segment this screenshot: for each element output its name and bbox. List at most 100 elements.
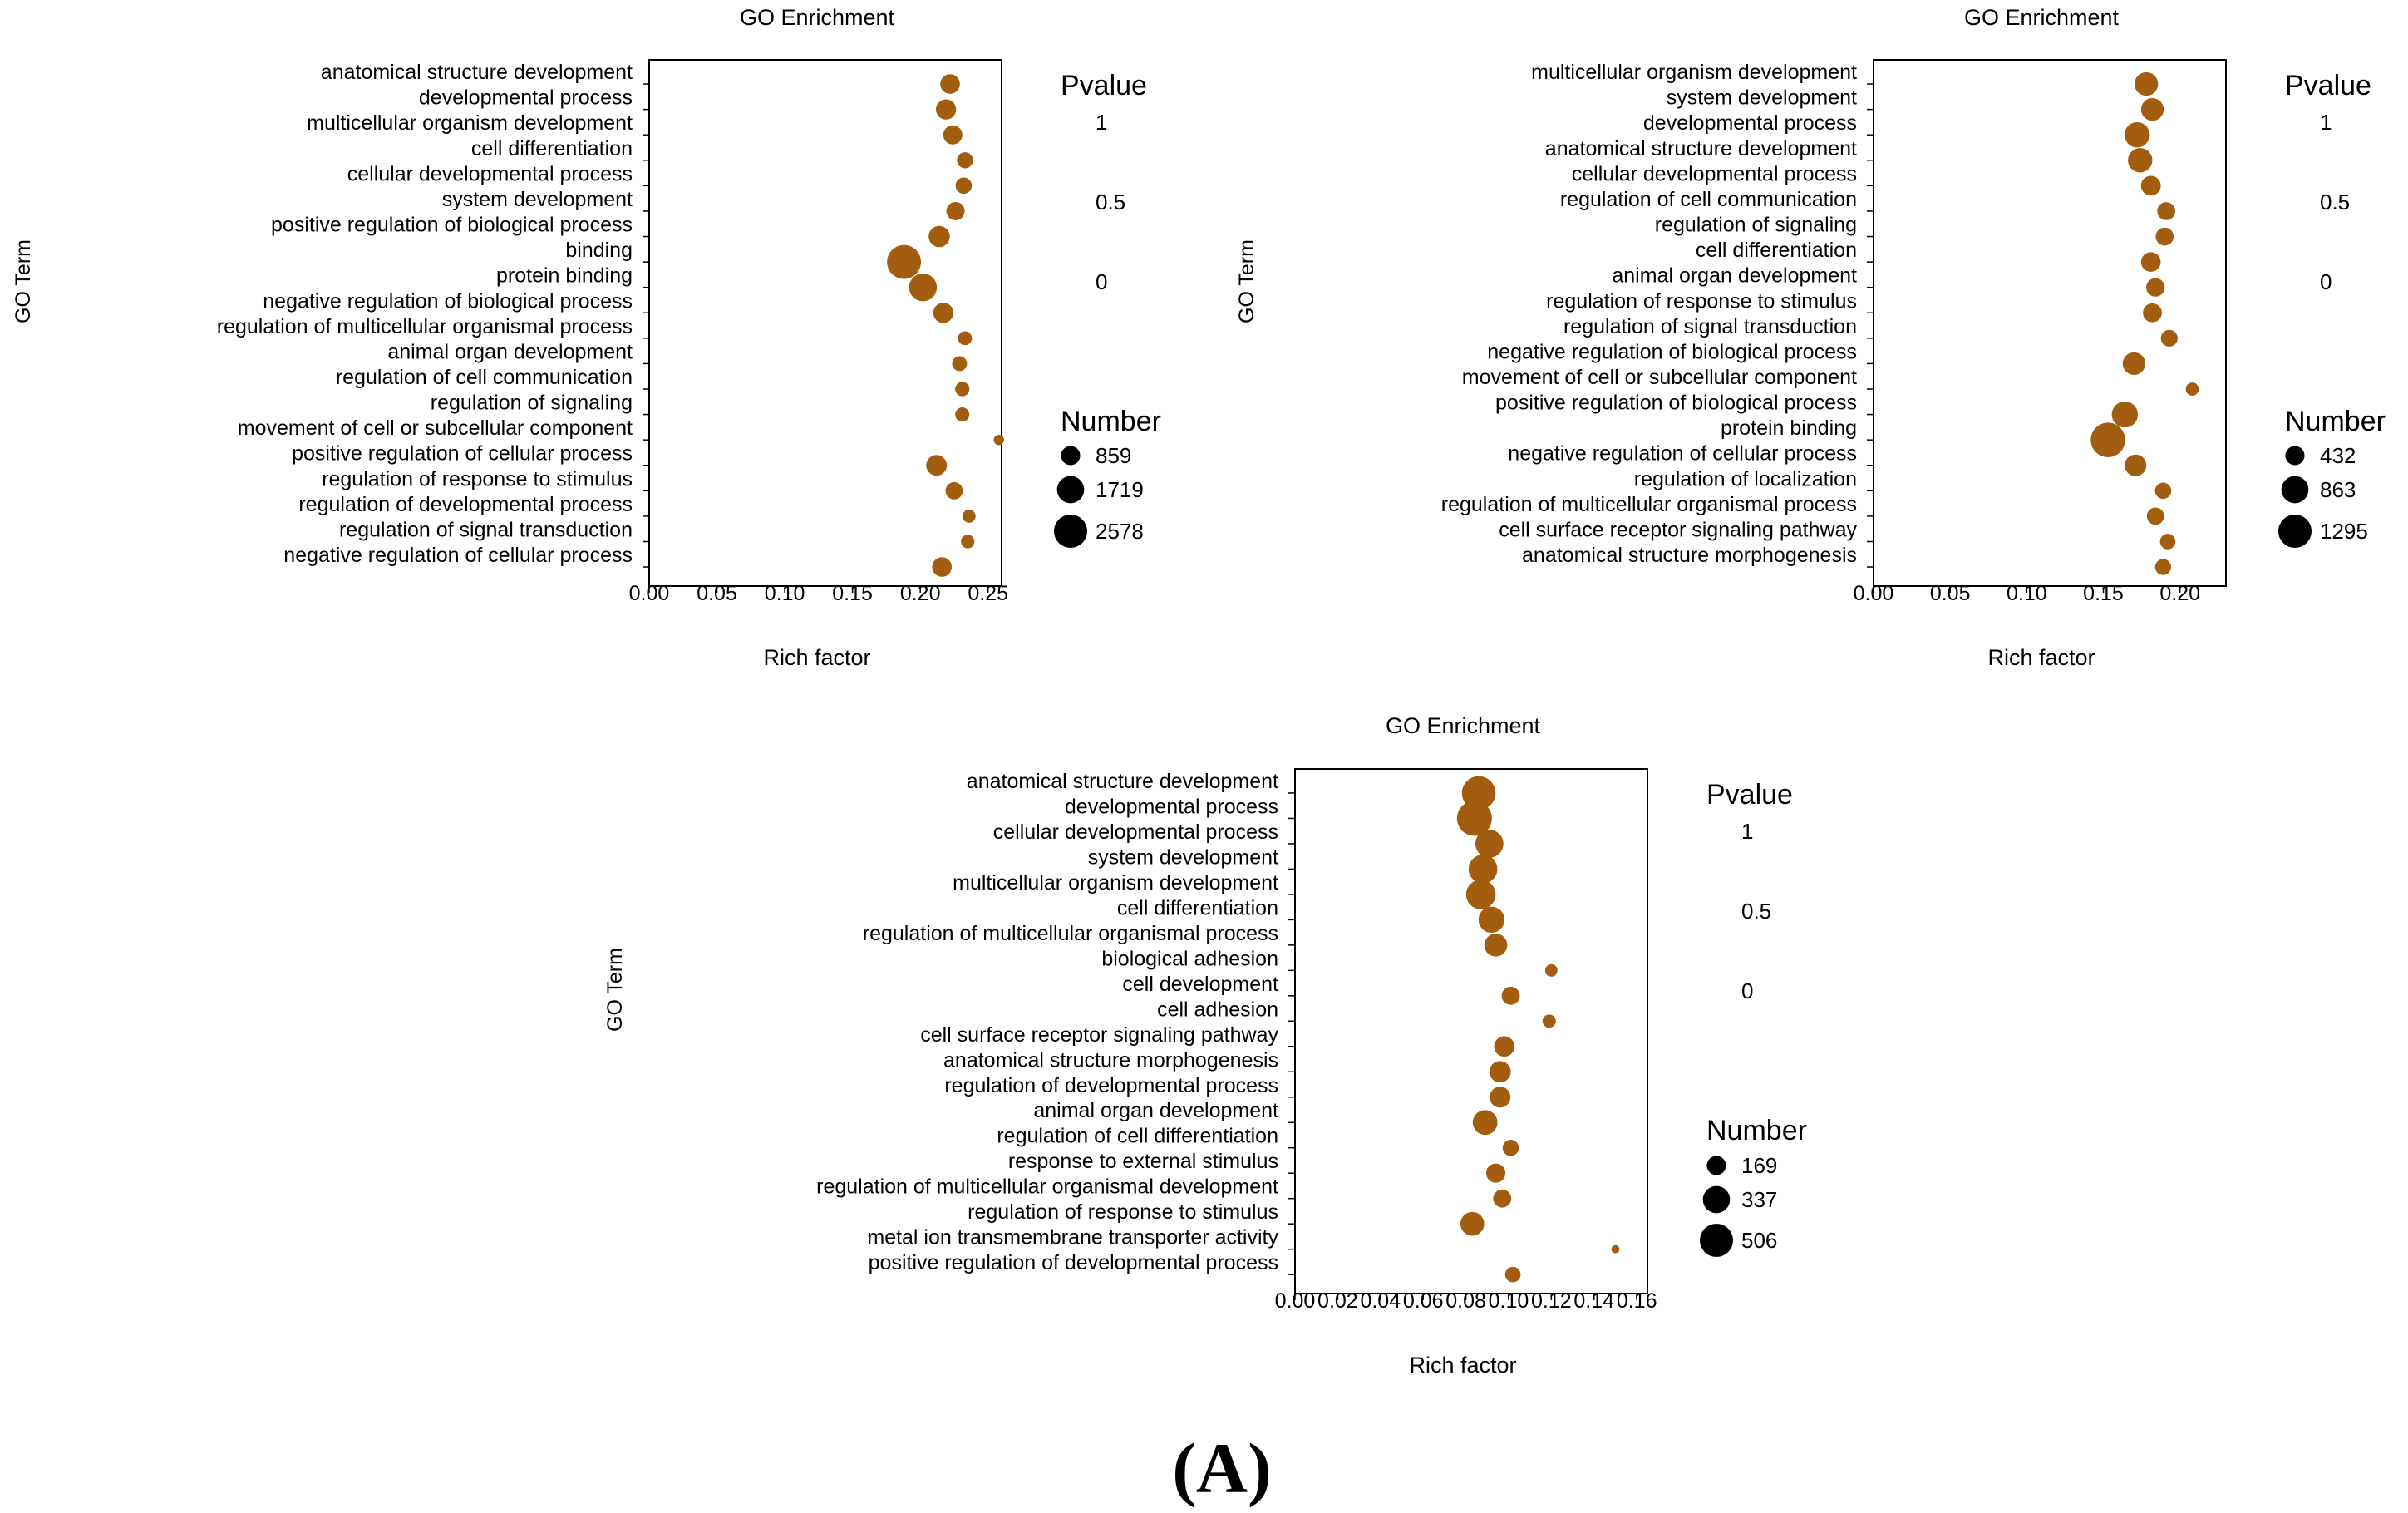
data-point xyxy=(1460,1211,1485,1236)
x-tick-label: 0.06 xyxy=(1403,1289,1444,1313)
y-tick-label: regulation of developmental process xyxy=(944,1074,1278,1097)
plot-frame xyxy=(1294,768,1648,1294)
y-tick-label: regulation of signaling xyxy=(431,392,633,415)
plot-frame xyxy=(648,59,1002,587)
y-tick-label: animal organ development xyxy=(1612,264,1857,288)
data-point xyxy=(957,152,973,169)
data-point xyxy=(955,382,970,397)
y-tick-label: metal ion transmembrane transporter acti… xyxy=(867,1226,1278,1249)
data-point xyxy=(943,125,963,145)
x-axis-label: Rich factor xyxy=(1987,645,2095,670)
data-point xyxy=(2159,534,2176,550)
data-point xyxy=(2154,482,2172,500)
data-point xyxy=(933,303,954,323)
y-axis-label: GO Term xyxy=(1235,239,1258,323)
x-tick-label: 0.20 xyxy=(2159,582,2200,605)
y-tick-label: protein binding xyxy=(1721,416,1857,440)
data-point xyxy=(2134,71,2159,96)
data-point xyxy=(1478,906,1505,934)
legend-pvalue-label: 0 xyxy=(1741,978,1753,1003)
data-point xyxy=(2090,422,2125,457)
x-tick-label: 0.10 xyxy=(1489,1289,1529,1313)
y-tick-label: animal organ development xyxy=(387,340,633,363)
y-tick-label: regulation of signaling xyxy=(1655,214,1857,237)
x-tick-label: 0.05 xyxy=(1930,582,1971,605)
y-tick-label: anatomical structure development xyxy=(1545,137,1857,160)
x-tick-label: 0.12 xyxy=(1531,1289,1572,1313)
y-tick-label: positive regulation of cellular process xyxy=(292,442,633,466)
y-tick-label: regulation of cell communication xyxy=(1560,188,1857,211)
y-tick-label: positive regulation of biological proces… xyxy=(1495,392,1857,415)
y-tick-label: cellular developmental process xyxy=(993,821,1278,844)
plot-frame xyxy=(1873,59,2227,587)
x-tick-label: 0.08 xyxy=(1445,1289,1486,1313)
data-point xyxy=(2146,278,2165,297)
y-tick-label: developmental process xyxy=(1643,111,1857,135)
y-tick-label: regulation of cell differentiation xyxy=(997,1125,1278,1148)
y-tick-label: negative regulation of cellular process xyxy=(1508,442,1857,466)
x-tick-label: 0.25 xyxy=(968,582,1008,605)
data-point xyxy=(2124,121,2150,148)
y-tick-label: cell surface receptor signaling pathway xyxy=(1499,518,1857,541)
legend-pvalue-label: 1 xyxy=(1741,819,1753,844)
y-tick-label: regulation of localization xyxy=(1634,467,1857,490)
y-tick-label: animal organ development xyxy=(1033,1099,1278,1122)
y-tick-label: anatomical structure morphogenesis xyxy=(1522,544,1857,567)
x-axis-label: Rich factor xyxy=(1409,1353,1516,1377)
data-point xyxy=(1494,1036,1515,1057)
data-point xyxy=(946,201,965,220)
data-point xyxy=(1501,986,1520,1005)
y-tick-label: movement of cell or subcellular componen… xyxy=(238,416,633,440)
legend-pvalue-label: 0 xyxy=(2320,269,2332,294)
y-tick-label: binding xyxy=(565,239,633,262)
legend-number-label: 863 xyxy=(2320,477,2356,502)
data-point xyxy=(1504,1266,1521,1283)
y-tick-label: developmental process xyxy=(1065,795,1278,818)
y-tick-label: system development xyxy=(442,188,633,211)
y-tick-label: developmental process xyxy=(419,86,633,110)
legend-number-title: Number xyxy=(2285,406,2386,437)
y-tick-label: system development xyxy=(1667,86,1857,110)
data-point xyxy=(2140,98,2164,121)
legend-pvalue-label: 0 xyxy=(1096,269,1107,294)
y-tick-label: regulation of response to stimulus xyxy=(968,1200,1278,1224)
data-point xyxy=(2157,202,2175,220)
legend-pvalue-label: 0.5 xyxy=(1741,899,1771,924)
data-point xyxy=(1485,1163,1506,1183)
x-tick-label: 0.00 xyxy=(629,582,670,605)
y-tick-label: regulation of multicellular organismal p… xyxy=(217,315,633,338)
legend-number-circle xyxy=(2285,446,2305,466)
y-tick-label: multicellular organism development xyxy=(307,111,633,135)
data-point xyxy=(2155,227,2174,246)
legend-number-circle xyxy=(2281,476,2309,504)
y-axis-label: GO Term xyxy=(12,239,35,323)
legend-number-label: 859 xyxy=(1096,443,1131,468)
data-point xyxy=(909,273,938,302)
data-point xyxy=(993,434,1004,446)
data-point xyxy=(1544,963,1558,977)
y-tick-label: positive regulation of biological proces… xyxy=(271,214,633,237)
y-tick-label: regulation of signal transduction xyxy=(1563,315,1857,338)
y-tick-label: system development xyxy=(1088,845,1278,869)
y-tick-label: response to external stimulus xyxy=(1008,1150,1278,1173)
legend-number-circle xyxy=(2278,515,2312,548)
y-tick-label: cell differentiation xyxy=(1117,896,1278,919)
y-tick-label: movement of cell or subcellular componen… xyxy=(1462,366,1857,389)
y-tick-label: negative regulation of biological proces… xyxy=(263,289,633,313)
data-point xyxy=(955,407,970,422)
data-point xyxy=(1493,1189,1512,1208)
data-point xyxy=(932,557,953,577)
y-tick-label: anatomical structure development xyxy=(967,770,1278,793)
data-point xyxy=(952,356,968,372)
y-tick-label: cell surface receptor signaling pathway xyxy=(920,1023,1278,1047)
x-tick-label: 0.05 xyxy=(697,582,737,605)
data-point xyxy=(2146,507,2164,525)
legend-number-circle xyxy=(1702,1185,1731,1214)
x-tick-label: 0.16 xyxy=(1617,1289,1657,1313)
y-tick-label: anatomical structure morphogenesis xyxy=(943,1048,1278,1072)
chart-title: GO Enrichment xyxy=(740,5,895,30)
legend-number-circle xyxy=(1700,1224,1733,1257)
y-tick-label: negative regulation of biological proces… xyxy=(1487,340,1857,363)
legend-number-label: 1295 xyxy=(2320,519,2368,544)
x-tick-label: 0.02 xyxy=(1317,1289,1358,1313)
